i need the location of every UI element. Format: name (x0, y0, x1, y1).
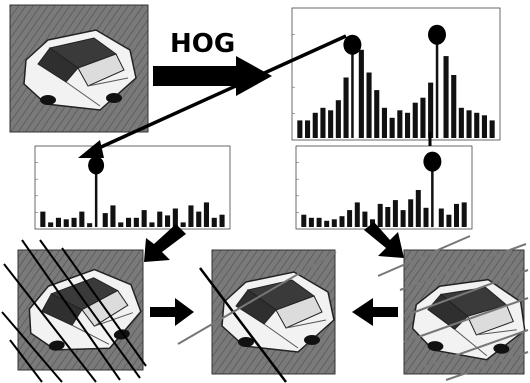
histogram-bar (308, 217, 314, 227)
histogram-bar (446, 214, 452, 227)
histogram-bar (48, 222, 54, 227)
histogram-bar (481, 115, 487, 138)
histogram-bar (102, 213, 108, 227)
histogram-bar (374, 90, 380, 138)
histogram-bar (458, 107, 464, 138)
histogram-bar (320, 107, 326, 138)
histogram-frame (291, 7, 501, 141)
arrow-to-center (150, 298, 194, 326)
histogram-bar (165, 215, 171, 227)
histogram-bar (405, 112, 411, 138)
histogram-bar (55, 217, 61, 227)
histogram-bar (188, 205, 194, 227)
histogram-bar (305, 120, 311, 138)
histogram-bar (362, 211, 368, 227)
histogram-bar (428, 82, 434, 138)
histogram-bar (172, 208, 178, 227)
histogram-bar (412, 102, 418, 138)
histogram-bar (118, 222, 124, 227)
histogram-bar (389, 117, 395, 138)
histogram-bar (385, 207, 391, 227)
histogram-bar (312, 112, 318, 138)
histogram-bar (400, 210, 406, 227)
histogram-bar (87, 223, 93, 228)
histogram-bar (133, 217, 139, 227)
histogram-peak-marker (423, 151, 442, 172)
histogram-bar (328, 110, 334, 138)
histogram-frame (295, 145, 473, 230)
histogram-bar (461, 202, 467, 227)
histogram-bar (110, 205, 116, 227)
histogram-bar (415, 190, 421, 227)
histogram-bar (466, 110, 472, 138)
histogram-bar (431, 161, 434, 228)
histogram-peak-marker (88, 156, 105, 175)
histogram-bar (324, 220, 330, 227)
histogram-bar (451, 75, 457, 138)
histogram-bar (157, 211, 163, 227)
histogram-bar (331, 219, 337, 227)
peak-arrow-to-left (78, 34, 347, 158)
histogram-peak-marker (428, 24, 446, 45)
histogram-bar (381, 107, 387, 138)
histogram-bar (203, 202, 209, 227)
histogram-bar (94, 165, 98, 227)
arrow-down-left (144, 224, 186, 262)
histogram-bar (339, 216, 345, 227)
histogram-bar (397, 110, 403, 138)
histogram-bar (316, 217, 322, 227)
histogram-bar (408, 199, 414, 227)
histogram-bar (335, 100, 341, 138)
histogram-bar (489, 120, 495, 138)
histogram-bar (392, 200, 398, 227)
histogram-bar (149, 222, 155, 227)
histogram-bar (40, 211, 46, 227)
histogram-bar (351, 44, 354, 138)
histogram-bar (435, 34, 439, 139)
histogram-bar (354, 202, 360, 227)
hog-histogram-right (295, 145, 473, 230)
histogram-bar (474, 112, 480, 138)
histogram-bar (141, 210, 147, 227)
hog-histogram-main (291, 7, 501, 141)
histogram-bar (196, 211, 202, 227)
histogram-bar (366, 72, 372, 138)
histogram-bar (211, 217, 217, 227)
histogram-bar (420, 97, 426, 138)
histogram-bar (297, 120, 303, 138)
histogram-bar (370, 219, 375, 227)
histogram-bar (438, 208, 444, 227)
source-car-photo (9, 4, 149, 133)
histogram-bar (126, 217, 132, 227)
histogram-bar (358, 49, 364, 138)
histogram-bar (79, 211, 85, 227)
combined-result-photo (177, 249, 337, 383)
histogram-bar (443, 56, 449, 138)
histogram-peak-marker (343, 34, 362, 55)
gradient-lines-photo-right (377, 235, 529, 381)
hog-histogram-left (34, 145, 231, 230)
arrow-down-right (364, 222, 404, 258)
histogram-bar (423, 207, 429, 228)
histogram-bar (219, 214, 225, 227)
histogram-bar (347, 210, 353, 227)
gradient-lines-photo-left (1, 239, 147, 383)
hog-arrow (153, 56, 272, 96)
histogram-bar (63, 219, 69, 227)
hog-label: HOG (170, 29, 235, 59)
histogram-bar (71, 217, 77, 227)
histogram-bar (180, 222, 186, 227)
histogram-bar (377, 203, 383, 227)
histogram-bar (343, 77, 349, 138)
arrow-to-center-from-right (352, 298, 398, 326)
histogram-bar (454, 203, 459, 227)
histogram-bar (301, 214, 307, 227)
